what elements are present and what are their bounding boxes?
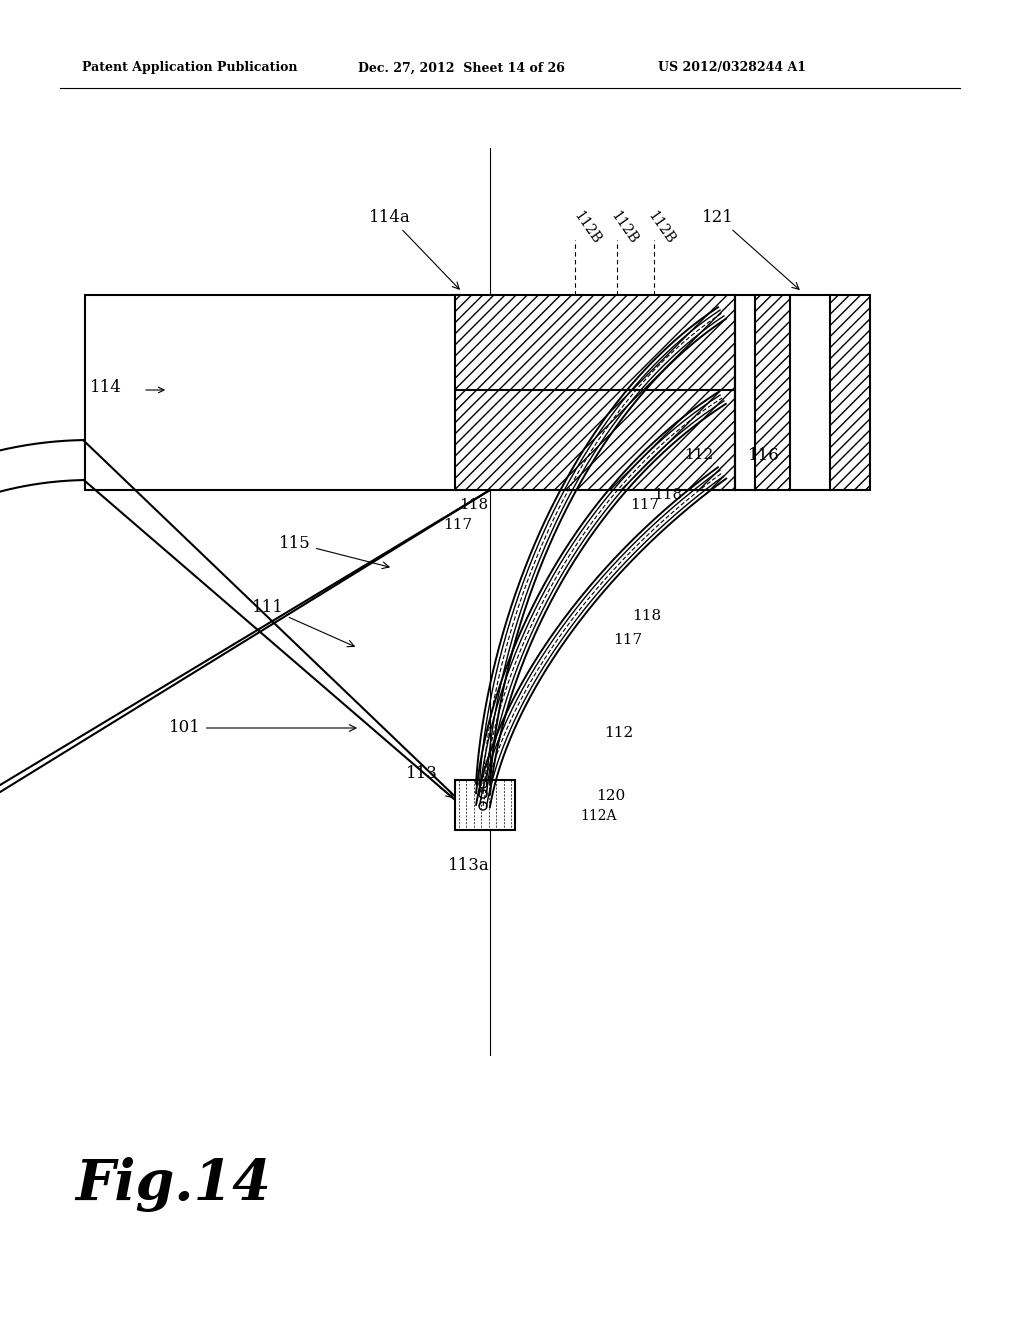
Bar — [455, 780, 515, 830]
Text: 118: 118 — [632, 609, 662, 623]
Text: US 2012/0328244 A1: US 2012/0328244 A1 — [658, 62, 806, 74]
Text: 117: 117 — [613, 634, 642, 647]
Text: 112B: 112B — [608, 209, 640, 247]
Bar — [455, 294, 735, 490]
Text: 113a: 113a — [449, 858, 489, 874]
Text: 116: 116 — [748, 447, 779, 465]
Text: 117: 117 — [443, 517, 472, 532]
Text: 114: 114 — [90, 380, 122, 396]
Text: 112: 112 — [684, 447, 714, 462]
Text: 112: 112 — [604, 726, 633, 741]
Text: 121: 121 — [702, 209, 799, 289]
Text: 112A: 112A — [580, 809, 616, 822]
Text: 101: 101 — [169, 719, 356, 737]
Bar — [735, 294, 870, 490]
Text: 118: 118 — [459, 498, 488, 512]
Text: 114a: 114a — [369, 209, 459, 289]
Bar — [455, 294, 735, 490]
Text: 112B: 112B — [645, 209, 678, 247]
Text: 111: 111 — [252, 599, 354, 647]
Text: 113: 113 — [407, 764, 453, 797]
Bar — [85, 294, 460, 490]
Text: Fig.14: Fig.14 — [75, 1158, 271, 1213]
Text: 117: 117 — [630, 498, 659, 512]
Text: Dec. 27, 2012  Sheet 14 of 26: Dec. 27, 2012 Sheet 14 of 26 — [358, 62, 565, 74]
Bar — [755, 294, 790, 490]
Text: 112B: 112B — [571, 209, 603, 247]
Bar — [830, 294, 870, 490]
Text: 118: 118 — [653, 488, 682, 502]
Text: Patent Application Publication: Patent Application Publication — [82, 62, 298, 74]
Text: 120: 120 — [596, 789, 626, 803]
Text: 115: 115 — [280, 535, 389, 569]
